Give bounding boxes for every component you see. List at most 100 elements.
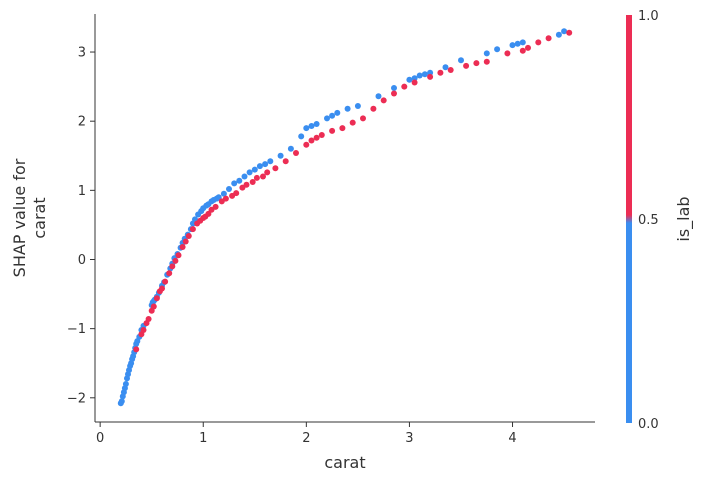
scatter-point — [182, 238, 189, 245]
scatter-point — [220, 190, 227, 197]
scatter-point — [153, 295, 160, 302]
scatter-point — [260, 173, 266, 180]
scatter-point — [226, 186, 232, 192]
scatter-point — [303, 141, 310, 148]
scatter-point — [380, 97, 387, 104]
colorbar-tick-label: 1.0 — [638, 9, 659, 24]
scatter-point — [236, 177, 243, 184]
scatter-point — [150, 303, 157, 310]
scatter-point — [313, 121, 320, 127]
scatter-point — [298, 133, 305, 140]
scatter-point — [251, 166, 258, 173]
scatter-point — [344, 105, 351, 112]
scatter-point — [519, 47, 526, 54]
scatter-point — [267, 158, 274, 165]
scatter-point — [458, 57, 464, 64]
scatter-point — [334, 109, 341, 116]
scatter-point — [427, 73, 434, 80]
scatter-point — [509, 42, 516, 49]
scatter-point — [494, 46, 501, 53]
scatter-point — [473, 60, 480, 67]
scatter-point — [215, 194, 222, 201]
scatter-point — [185, 233, 192, 239]
scatter-point — [308, 123, 315, 129]
scatter-point — [360, 115, 366, 122]
scatter-point — [349, 119, 356, 126]
y-tick-label: 0 — [78, 253, 86, 268]
scatter-point — [375, 93, 382, 100]
x-axis-ticks: 0 1 2 3 4 — [96, 422, 517, 446]
scatter-point — [483, 58, 490, 65]
scatter-point — [463, 62, 470, 69]
scatter-point — [308, 137, 315, 144]
scatter-point — [519, 39, 526, 46]
y-tick-label: −2 — [67, 391, 86, 406]
scatter-point — [166, 270, 173, 277]
scatter-point — [391, 85, 397, 91]
scatter-point — [118, 398, 125, 405]
scatter-point — [447, 67, 454, 73]
scatter-point — [555, 31, 562, 38]
scatter-point — [313, 134, 320, 141]
scatter-point — [212, 203, 219, 210]
x-tick-label: 3 — [405, 431, 413, 446]
scatter-point — [222, 195, 229, 202]
scatter-point — [370, 105, 377, 112]
scatter-point — [514, 40, 521, 47]
scatter-point — [318, 132, 325, 138]
scatter-point — [401, 83, 408, 90]
y-axis-title: SHAP value for carat — [10, 158, 49, 277]
y-tick-label: −1 — [67, 322, 86, 337]
scatter-point — [303, 125, 310, 132]
colorbar: 0.0 0.5 1.0 is_lab — [626, 9, 694, 432]
scatter-point — [287, 145, 294, 152]
scatter-point — [442, 64, 449, 71]
scatter-point — [159, 285, 165, 292]
scatter-point — [253, 174, 260, 181]
scatter-point — [189, 226, 196, 233]
scatter-point — [262, 161, 269, 168]
scatter-point — [249, 179, 256, 185]
scatter-point — [272, 165, 279, 172]
colorbar-tick-label: 0.0 — [638, 417, 659, 432]
scatter-point — [421, 71, 428, 78]
scatter-point — [169, 263, 176, 270]
scatter-point — [525, 44, 531, 51]
y-tick-label: 2 — [78, 115, 86, 130]
scatter-point — [243, 181, 250, 188]
scatter-point — [179, 244, 186, 250]
colorbar-title: is_lab — [674, 196, 694, 241]
scatter-point — [162, 278, 169, 285]
scatter-point — [354, 103, 361, 109]
y-tick-label: 3 — [78, 46, 86, 61]
scatter-point — [282, 158, 289, 165]
scatter-point — [233, 190, 240, 197]
colorbar-gradient — [626, 15, 632, 423]
y-axis-title-line-2: carat — [30, 197, 49, 238]
x-tick-label: 0 — [96, 431, 104, 446]
scatter-point — [437, 69, 444, 76]
scatter-point — [406, 76, 413, 83]
scatter-point — [122, 381, 129, 387]
scatter-point — [411, 75, 418, 82]
y-axis-ticks: −2 −1 0 1 2 3 — [67, 46, 95, 406]
x-tick-label: 4 — [508, 431, 516, 446]
scatter-point — [411, 79, 418, 86]
scatter-point — [293, 150, 299, 156]
colorbar-tick-label: 0.5 — [638, 213, 659, 228]
scatter-point — [246, 169, 253, 176]
scatter-point — [133, 346, 140, 353]
x-tick-label: 2 — [302, 431, 310, 446]
scatter-point — [561, 28, 568, 35]
y-tick-label: 1 — [78, 184, 86, 199]
scatter-point — [416, 72, 423, 79]
scatter-point — [329, 127, 336, 134]
scatter-point — [175, 252, 182, 259]
x-tick-label: 1 — [199, 431, 207, 446]
scatter-point — [483, 50, 490, 57]
scatter-points — [117, 28, 573, 407]
scatter-point — [339, 125, 346, 132]
scatter-point — [277, 152, 284, 159]
scatter-point — [545, 35, 552, 42]
